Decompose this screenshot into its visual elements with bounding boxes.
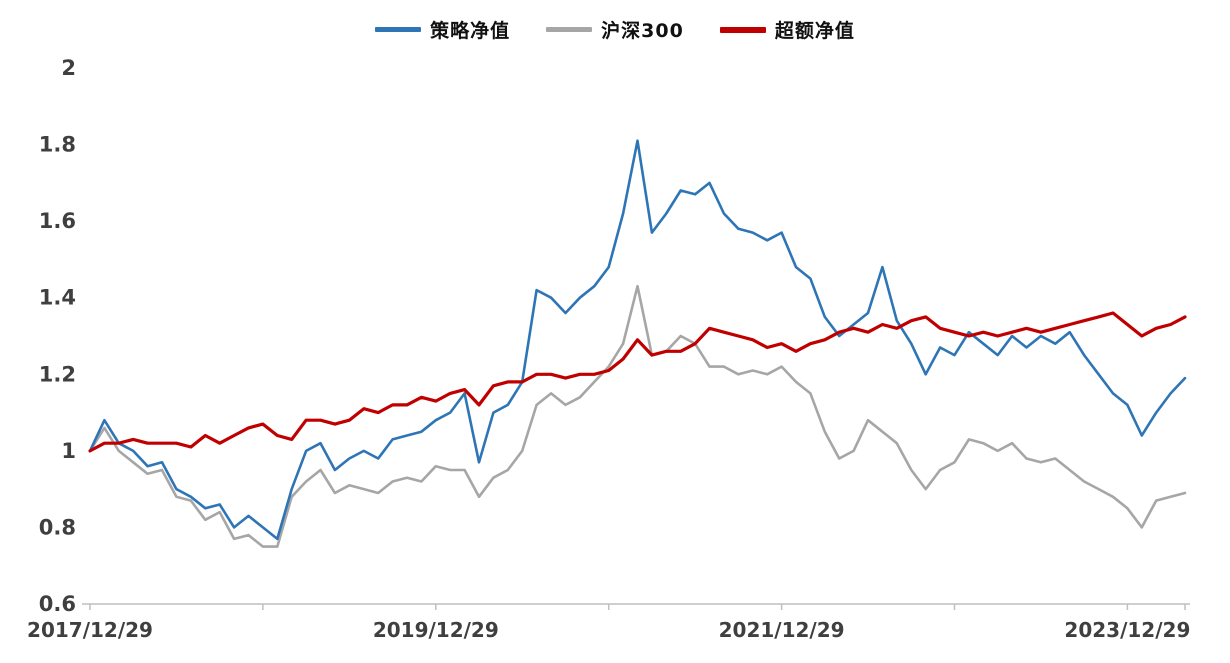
svg-text:2017/12/29: 2017/12/29 [27,618,153,642]
legend-item-strategy-nav: 策略净值 [375,16,510,43]
svg-text:2019/12/29: 2019/12/29 [373,618,499,642]
legend-label-csi300: 沪深300 [601,20,684,42]
svg-text:0.6: 0.6 [39,592,76,616]
svg-text:2021/12/29: 2021/12/29 [719,618,845,642]
legend-label-excess-nav: 超额净值 [774,20,855,42]
svg-text:1.8: 1.8 [39,133,76,157]
svg-text:0.8: 0.8 [39,515,76,539]
legend-line-swatch-red-icon [719,26,766,33]
legend-item-csi300: 沪深300 [546,16,684,43]
legend-line-swatch-gray-icon [546,27,593,32]
legend-label-strategy-nav: 策略净值 [430,20,511,42]
svg-text:1.6: 1.6 [39,209,76,233]
legend-line-swatch-blue-icon [375,27,422,32]
svg-text:1.4: 1.4 [39,286,76,310]
svg-text:1: 1 [61,439,76,463]
svg-text:2: 2 [61,56,76,80]
legend-item-excess-nav: 超额净值 [719,16,855,43]
chart-legend: 策略净值 沪深300 超额净值 [0,16,1230,43]
svg-text:2023/12/29: 2023/12/29 [1064,618,1190,642]
svg-text:1.2: 1.2 [39,362,76,386]
